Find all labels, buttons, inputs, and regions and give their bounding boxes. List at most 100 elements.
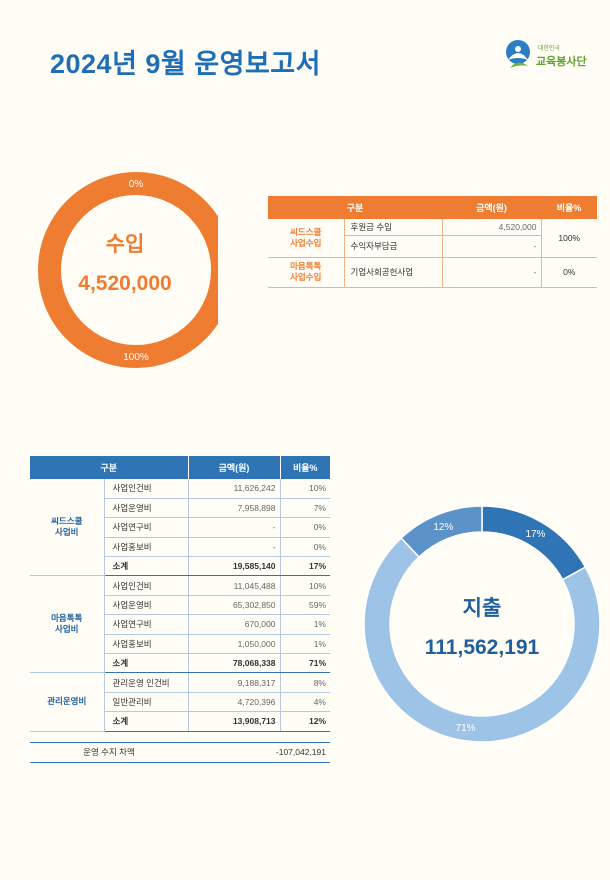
expense-header-category: 구분	[30, 456, 189, 479]
expense-table: 구분 금액(원) 비율% 씨드스쿨 사업비 사업인건비 11,626,242 1…	[30, 456, 330, 763]
subtotal-row: 소계 19,585,140 17%	[30, 556, 330, 577]
income-header-ratio: 비율%	[541, 196, 597, 219]
logo-icon	[506, 40, 530, 68]
income-header-category: 구분	[268, 196, 442, 219]
expense-item: 관리운영 인건비	[104, 672, 189, 693]
expense-item: 일반관리비	[104, 692, 189, 713]
table-row: 사업홍보비 1,050,000 1%	[30, 634, 330, 655]
expense-item: 사업연구비	[104, 517, 189, 538]
logo-text: 교육봉사단	[536, 56, 587, 68]
subtotal-amount: 78,068,338	[188, 653, 281, 674]
income-pct: 100%	[541, 219, 597, 258]
expense-pct: 7%	[280, 498, 330, 519]
logo-subtext: 대한민국	[538, 46, 561, 52]
expense-pct: 4%	[280, 692, 330, 713]
expense-amount: 9,188,317	[188, 672, 281, 693]
income-group-maeumtoktok: 마음톡톡 사업수입	[268, 257, 345, 288]
subtotal-row: 소계 78,068,338 71%	[30, 653, 330, 674]
donut-data-label: 17%	[525, 529, 545, 540]
expense-pct: 10%	[280, 575, 330, 596]
subtotal-label: 소계	[104, 556, 189, 577]
table-row: 사업연구비 - 0%	[30, 517, 330, 538]
expense-group-maeumtoktok: 마음톡톡 사업비	[30, 575, 105, 674]
expense-item: 사업인건비	[104, 479, 189, 499]
table-row: 사업운영비 65,302,850 59%	[30, 595, 330, 616]
subtotal-pct: 17%	[280, 556, 330, 577]
income-total: 4,520,000	[78, 272, 172, 295]
expense-amount: 1,050,000	[188, 634, 281, 655]
income-center: 수입 4,520,000	[50, 228, 200, 296]
expense-amount: 4,720,396	[188, 692, 281, 713]
expense-pct: 59%	[280, 595, 330, 616]
balance-amount: -107,042,191	[188, 742, 330, 763]
expense-pct: 0%	[280, 517, 330, 538]
table-row: 씨드스쿨 사업비 사업인건비 11,626,242 10%	[30, 479, 330, 577]
expense-center: 지출 111,562,191	[412, 592, 552, 660]
expense-amount: -	[188, 537, 281, 558]
income-table: 구분 금액(원) 비율% 씨드스쿨 사업수입 후원금 수입 4,520,000 …	[268, 196, 597, 288]
expense-pct: 1%	[280, 614, 330, 635]
donut-slice	[38, 172, 218, 368]
income-amount: 4,520,000	[442, 219, 542, 236]
expense-item: 사업홍보비	[104, 537, 189, 558]
income-item: 후원금 수입	[344, 219, 443, 236]
expense-amount: 11,045,488	[188, 575, 281, 596]
table-row: 관리운영비 관리운영 인건비 9,188,317 8%	[30, 672, 330, 732]
expense-item: 사업인건비	[104, 575, 189, 596]
table-row: 사업연구비 670,000 1%	[30, 614, 330, 635]
subtotal-label: 소계	[104, 653, 189, 674]
expense-group-management: 관리운영비	[30, 672, 105, 732]
expense-amount: 7,958,898	[188, 498, 281, 519]
income-item: 기업사회공헌사업	[344, 257, 443, 288]
expense-pct: 1%	[280, 634, 330, 655]
income-item: 수익자부담금	[344, 235, 443, 258]
donut-data-label: 0%	[129, 179, 144, 190]
subtotal-amount: 19,585,140	[188, 556, 281, 577]
expense-item: 사업운영비	[104, 498, 189, 519]
expense-amount: -	[188, 517, 281, 538]
subtotal-amount: 13,908,713	[188, 711, 281, 732]
page-title: 2024년 9월 운영보고서	[50, 49, 321, 79]
expense-group-seedschool: 씨드스쿨 사업비	[30, 479, 105, 577]
expense-donut-chart: 17% 71% 12%	[363, 505, 601, 743]
balance-row: 운영 수지 차액 -107,042,191	[30, 742, 330, 763]
subtotal-pct: 12%	[280, 711, 330, 732]
table-row: 일반관리비 4,720,396 4%	[30, 692, 330, 713]
donut-data-label: 12%	[433, 522, 453, 533]
donut-slice	[481, 505, 587, 581]
expense-header-ratio: 비율%	[280, 456, 330, 479]
income-donut-chart: 100% 0%	[38, 172, 218, 368]
income-amount: -	[442, 257, 542, 288]
expense-pct: 8%	[280, 672, 330, 693]
expense-item: 사업연구비	[104, 614, 189, 635]
income-pct: 0%	[541, 257, 597, 288]
expense-item: 사업홍보비	[104, 634, 189, 655]
donut-data-label: 100%	[123, 352, 149, 363]
subtotal-label: 소계	[104, 711, 189, 732]
expense-pct: 0%	[280, 537, 330, 558]
donut-data-label: 71%	[456, 723, 476, 734]
expense-total: 111,562,191	[424, 636, 540, 659]
expense-header-amount: 금액(원)	[188, 456, 281, 479]
expense-amount: 11,626,242	[188, 479, 281, 499]
income-header-amount: 금액(원)	[442, 196, 541, 219]
income-label: 수입	[105, 233, 145, 256]
donut-slice	[400, 505, 483, 558]
logo: 대한민국 교육봉사단	[504, 38, 587, 74]
income-amount: -	[442, 235, 542, 258]
subtotal-row: 소계 13,908,713 12%	[30, 711, 330, 732]
expense-label: 지출	[462, 597, 502, 620]
table-row: 사업운영비 7,958,898 7%	[30, 498, 330, 519]
donut-slice	[363, 536, 601, 743]
expense-amount: 65,302,850	[188, 595, 281, 616]
subtotal-pct: 71%	[280, 653, 330, 674]
balance-label: 운영 수지 차액	[30, 742, 188, 763]
income-group-seedschool: 씨드스쿨 사업수입	[268, 219, 345, 258]
expense-pct: 10%	[280, 479, 330, 499]
expense-amount: 670,000	[188, 614, 281, 635]
table-row: 마음톡톡 사업비 사업인건비 11,045,488 10%	[30, 575, 330, 674]
spacer-row	[30, 731, 330, 743]
table-row: 사업홍보비 - 0%	[30, 537, 330, 558]
expense-item: 사업운영비	[104, 595, 189, 616]
table-row: 마음톡톡 사업수입 기업사회공헌사업 - 0%	[268, 257, 597, 288]
